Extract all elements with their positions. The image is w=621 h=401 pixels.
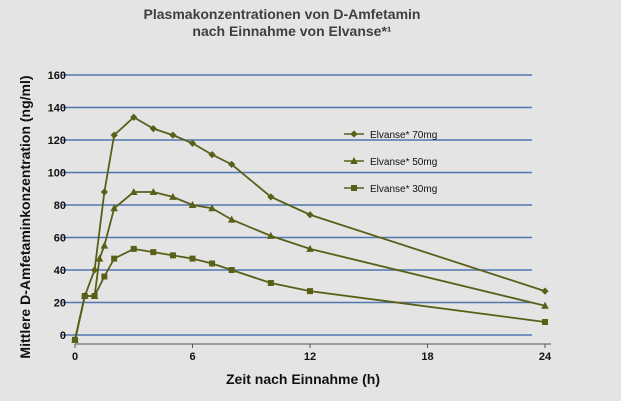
data-point-triangle-13 [306, 244, 314, 252]
data-point-triangle-9 [188, 201, 197, 208]
data-point-triangle-4 [100, 241, 109, 249]
series-square [72, 245, 548, 343]
axis-layer: 0 20 40 60 80 100 120 140 160 0 6 12 18 24 [48, 70, 552, 363]
legend-marker-diamond [350, 130, 358, 138]
y-tick-label-40: 40 [54, 265, 66, 277]
data-point-square-7 [169, 252, 176, 259]
legend-marker-square [351, 185, 357, 191]
data-point-square-13 [542, 319, 548, 325]
data-point-triangle-14 [541, 301, 549, 309]
legend-marker-triangle [350, 157, 358, 164]
y-tick-label-120: 120 [48, 135, 66, 147]
legend-label-triangle: Elvanse* 50mg [370, 157, 437, 168]
legend-entry-square: Elvanse* 30mg [344, 184, 437, 195]
data-point-square-6 [150, 249, 157, 256]
data-point-square-2 [91, 293, 98, 299]
data-point-triangle-6 [129, 188, 138, 195]
data-point-diamond-7 [169, 131, 177, 139]
x-axis-label: Zeit nach Einnahme (h) [226, 371, 380, 387]
data-point-diamond-8 [188, 139, 197, 147]
legend-label-diamond: Elvanse* 70mg [370, 130, 437, 141]
data-point-diamond-10 [228, 160, 236, 168]
x-tick-label-0: 0 [72, 351, 78, 363]
data-point-triangle-5 [110, 204, 118, 212]
data-point-square-4 [111, 255, 118, 262]
data-point-diamond-13 [541, 287, 549, 295]
data-point-square-12 [307, 288, 313, 295]
x-tick-label-12: 12 [304, 351, 316, 363]
y-tick-label-0: 0 [60, 330, 66, 342]
data-point-triangle-8 [169, 192, 177, 200]
data-point-square-0 [72, 336, 78, 343]
data-point-square-1 [81, 293, 88, 299]
y-tick-label-60: 60 [54, 233, 66, 245]
data-point-diamond-12 [306, 211, 314, 219]
chart-title-line1: Plasmakonzentrationen von D-Amfetamin [144, 6, 421, 22]
y-tick-label-20: 20 [54, 298, 66, 310]
legend-entry-triangle: Elvanse* 50mg [344, 157, 437, 168]
data-point-diamond-11 [267, 193, 275, 201]
x-tick-label-6: 6 [189, 351, 195, 363]
data-point-square-8 [189, 255, 196, 262]
x-tick-label-18: 18 [421, 351, 433, 363]
data-point-square-11 [267, 280, 274, 286]
data-point-diamond-6 [149, 125, 157, 133]
y-tick-label-140: 140 [48, 103, 66, 115]
series-diamond [71, 113, 549, 344]
data-point-diamond-4 [110, 131, 118, 139]
series-line-square [74, 247, 546, 341]
data-point-square-5 [130, 245, 137, 252]
data-point-triangle-11 [227, 215, 236, 223]
data-point-triangle-12 [267, 231, 275, 239]
data-point-square-9 [209, 260, 216, 267]
legend-entry-diamond: Elvanse* 70mg [344, 130, 437, 141]
y-tick-label-80: 80 [54, 200, 66, 212]
legend-label-square: Elvanse* 30mg [370, 184, 437, 195]
series-layer [71, 113, 549, 344]
chart-title-line2: nach Einnahme von Elvanse*¹ [192, 23, 392, 39]
y-tick-label-100: 100 [48, 168, 66, 180]
data-point-diamond-3 [100, 188, 108, 196]
data-point-square-10 [228, 267, 235, 273]
legend: Elvanse* 70mg Elvanse* 50mg Elvanse* 30mg [344, 130, 437, 195]
data-point-triangle-10 [208, 204, 216, 212]
data-point-diamond-2 [90, 266, 99, 274]
y-tick-label-160: 160 [48, 70, 66, 82]
data-point-square-3 [101, 273, 108, 280]
x-tick-label-24: 24 [539, 351, 552, 363]
series-line-diamond [74, 116, 546, 341]
data-point-triangle-3 [95, 254, 104, 262]
data-point-triangle-7 [149, 188, 158, 195]
y-axis-label: Mittlere D-Amfetaminkonzentration (ng/ml… [17, 75, 33, 358]
grid-layer [62, 74, 532, 336]
data-point-diamond-9 [208, 151, 216, 159]
data-point-diamond-5 [130, 113, 138, 121]
